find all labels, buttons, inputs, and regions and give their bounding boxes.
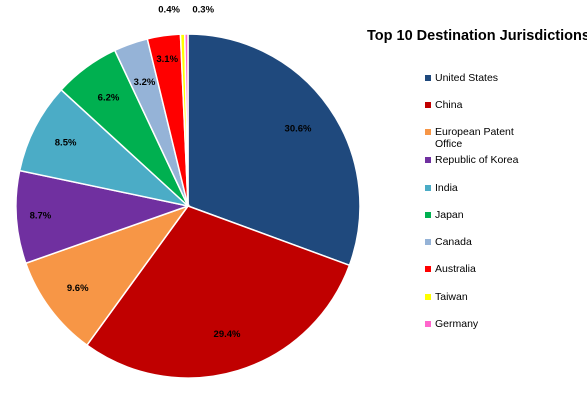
legend-item-3: European Patent Office xyxy=(425,126,585,150)
data-label-2: 29.4% xyxy=(214,329,241,340)
legend-label: United States xyxy=(435,72,499,84)
data-label-8: 3.1% xyxy=(156,54,178,65)
legend-item-8: Australia xyxy=(425,263,585,275)
legend-swatch xyxy=(425,129,431,135)
legend-swatch xyxy=(425,157,431,163)
legend-label: Canada xyxy=(435,236,472,248)
pie-slice-2 xyxy=(85,205,351,379)
pie-slice-1 xyxy=(187,33,361,267)
legend-label: Taiwan xyxy=(435,291,468,303)
data-label-4: 8.7% xyxy=(30,210,52,221)
legend-label: Australia xyxy=(435,263,476,275)
legend-swatch xyxy=(425,102,431,108)
pie-slice-3 xyxy=(24,204,191,347)
data-label-3: 9.6% xyxy=(67,283,89,294)
legend-item-6: Japan xyxy=(425,209,585,221)
legend-item-9: Taiwan xyxy=(425,291,585,303)
slice-labels: 30.6% 29.4% 9.6% 8.7% 8.5% 6.2% 3.2% 3.1% 0.4% 0.… xyxy=(30,4,312,340)
data-label-5: 8.5% xyxy=(55,138,77,149)
pie-slice-4 xyxy=(15,169,191,265)
legend-label: Germany xyxy=(435,318,479,330)
legend-swatch xyxy=(425,294,431,300)
legend-label: Japan xyxy=(435,209,464,221)
pie-slice-5 xyxy=(18,88,191,208)
legend-swatch xyxy=(425,321,431,327)
chart-title: Top 10 Destination Jurisdictions xyxy=(367,28,587,44)
data-label-10: 0.3% xyxy=(192,4,214,15)
legend-swatch xyxy=(425,75,431,81)
data-label-7: 3.2% xyxy=(134,77,156,88)
legend-swatch xyxy=(425,212,431,218)
legend-label: European Patent Office xyxy=(435,126,514,150)
legend-swatch xyxy=(425,239,431,245)
data-label-9: 0.4% xyxy=(158,4,180,15)
data-label-6: 6.2% xyxy=(98,93,120,104)
legend-item-1: United States xyxy=(425,72,585,84)
data-label-1: 30.6% xyxy=(285,124,312,135)
legend-swatch xyxy=(425,185,431,191)
pie-slices xyxy=(15,33,361,379)
legend-label: China xyxy=(435,99,463,111)
pie-slice-10 xyxy=(183,33,189,207)
legend-item-2: China xyxy=(425,99,585,111)
legend-label: Republic of Korea xyxy=(435,154,519,166)
legend-item-4: Republic of Korea xyxy=(425,154,585,166)
legend-swatch xyxy=(425,266,431,272)
legend-item-5: India xyxy=(425,182,585,194)
legend-label: India xyxy=(435,182,458,194)
legend-item-7: Canada xyxy=(425,236,585,248)
legend-item-10: Germany xyxy=(425,318,585,330)
